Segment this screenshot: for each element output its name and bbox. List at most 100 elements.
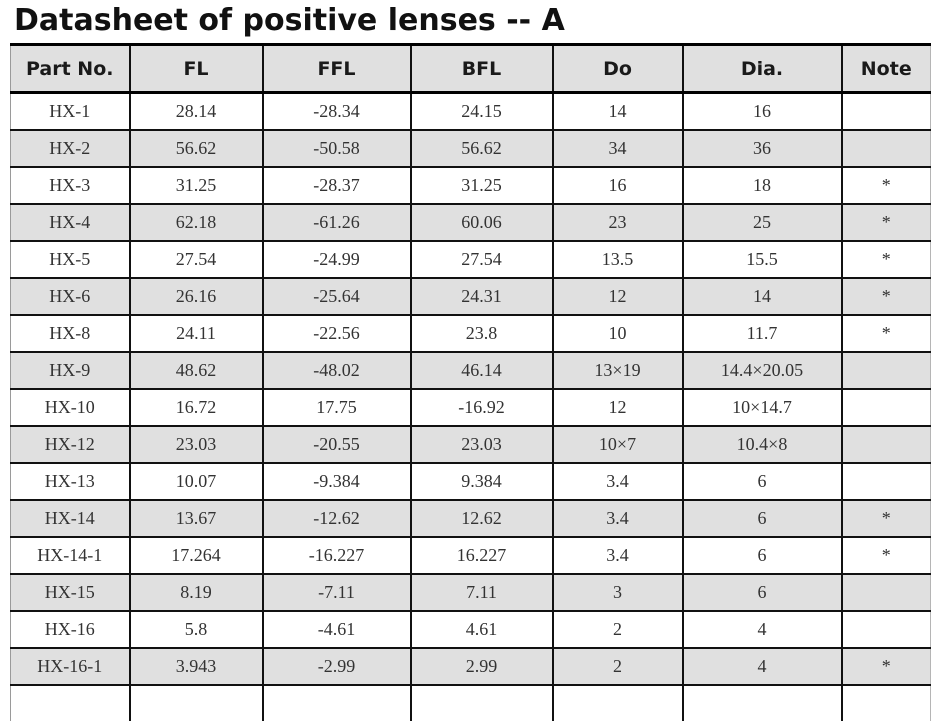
cell-note — [842, 463, 931, 500]
cell-part-no: HX-14-1 — [11, 537, 130, 574]
cell-bfl: 56.62 — [411, 130, 553, 167]
cell-do: 3 — [553, 574, 683, 611]
cell-ffl: -28.34 — [263, 93, 411, 131]
cell-bfl: 23.8 — [411, 315, 553, 352]
cell-dia: 25 — [683, 204, 842, 241]
cell-ffl: -24.99 — [263, 241, 411, 278]
cell-note — [842, 389, 931, 426]
column-header-dia: Dia. — [683, 45, 842, 93]
cell-part-no: HX-5 — [11, 241, 130, 278]
cell-do: 13×19 — [553, 352, 683, 389]
cell-fl: 13.67 — [130, 500, 263, 537]
cell-fl: 26.16 — [130, 278, 263, 315]
cell-dia: 14.4×20.05 — [683, 352, 842, 389]
cell-ffl: -4.61 — [263, 611, 411, 648]
cell-note — [842, 352, 931, 389]
cell-part-no-empty — [11, 685, 130, 721]
cell-ffl: -2.99 — [263, 648, 411, 685]
cell-note — [842, 426, 931, 463]
cell-bfl: 24.15 — [411, 93, 553, 131]
cell-fl: 24.11 — [130, 315, 263, 352]
cell-bfl: 4.61 — [411, 611, 553, 648]
cell-note: * — [842, 278, 931, 315]
column-header-bfl: BFL — [411, 45, 553, 93]
cell-part-no: HX-2 — [11, 130, 130, 167]
cell-part-no: HX-10 — [11, 389, 130, 426]
cell-dia: 6 — [683, 574, 842, 611]
cell-note — [842, 611, 931, 648]
column-header-note: Note — [842, 45, 931, 93]
cell-ffl: -28.37 — [263, 167, 411, 204]
cell-fl: 28.14 — [130, 93, 263, 131]
cell-ffl: -16.227 — [263, 537, 411, 574]
cell-note: * — [842, 241, 931, 278]
cell-ffl: -9.384 — [263, 463, 411, 500]
cell-dia: 6 — [683, 500, 842, 537]
cell-ffl: -22.56 — [263, 315, 411, 352]
cell-dia: 36 — [683, 130, 842, 167]
cell-note: * — [842, 204, 931, 241]
cell-part-no: HX-14 — [11, 500, 130, 537]
cell-bfl-empty — [411, 685, 553, 721]
cell-do: 16 — [553, 167, 683, 204]
cell-do: 3.4 — [553, 463, 683, 500]
cell-part-no: HX-15 — [11, 574, 130, 611]
cell-bfl: 12.62 — [411, 500, 553, 537]
cell-note: * — [842, 167, 931, 204]
cell-dia: 15.5 — [683, 241, 842, 278]
column-header-fl: FL — [130, 45, 263, 93]
cell-do: 13.5 — [553, 241, 683, 278]
cell-fl: 10.07 — [130, 463, 263, 500]
column-header-part-no: Part No. — [11, 45, 130, 93]
cell-part-no: HX-16 — [11, 611, 130, 648]
cell-bfl: 46.14 — [411, 352, 553, 389]
cell-part-no: HX-4 — [11, 204, 130, 241]
cell-dia: 6 — [683, 537, 842, 574]
cell-ffl: -12.62 — [263, 500, 411, 537]
cell-do: 12 — [553, 389, 683, 426]
cell-part-no: HX-3 — [11, 167, 130, 204]
cell-note-empty — [842, 685, 931, 721]
cell-do-empty — [553, 685, 683, 721]
cell-dia: 18 — [683, 167, 842, 204]
cell-fl: 62.18 — [130, 204, 263, 241]
cell-fl: 48.62 — [130, 352, 263, 389]
cell-part-no: HX-13 — [11, 463, 130, 500]
cell-do: 14 — [553, 93, 683, 131]
cell-note — [842, 93, 931, 131]
cell-bfl: 27.54 — [411, 241, 553, 278]
cell-do: 10 — [553, 315, 683, 352]
cell-part-no: HX-6 — [11, 278, 130, 315]
cell-note: * — [842, 537, 931, 574]
cell-fl: 8.19 — [130, 574, 263, 611]
cell-fl: 5.8 — [130, 611, 263, 648]
cell-part-no: HX-9 — [11, 352, 130, 389]
cell-part-no: HX-12 — [11, 426, 130, 463]
cell-fl: 3.943 — [130, 648, 263, 685]
cell-dia: 11.7 — [683, 315, 842, 352]
cell-fl: 27.54 — [130, 241, 263, 278]
cell-fl: 16.72 — [130, 389, 263, 426]
cell-part-no: HX-8 — [11, 315, 130, 352]
cell-fl: 31.25 — [130, 167, 263, 204]
column-header-do: Do — [553, 45, 683, 93]
cell-dia: 10.4×8 — [683, 426, 842, 463]
table-row-partial — [11, 685, 931, 721]
cell-ffl: -48.02 — [263, 352, 411, 389]
cell-note: * — [842, 500, 931, 537]
cell-do: 12 — [553, 278, 683, 315]
cell-fl-empty — [130, 685, 263, 721]
